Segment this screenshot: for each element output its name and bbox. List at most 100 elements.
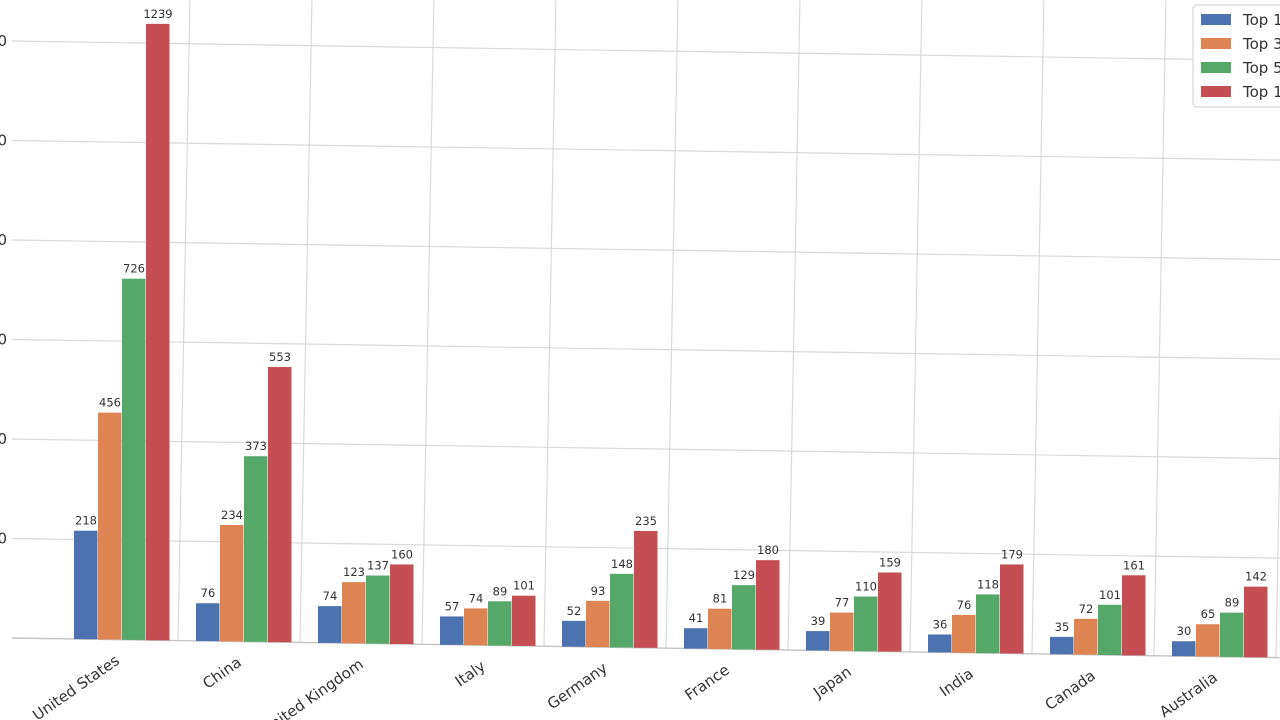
bar [1050, 636, 1074, 655]
data-label: 726 [123, 262, 145, 276]
bar [830, 612, 854, 651]
bar [244, 456, 268, 642]
bar [98, 412, 122, 640]
x-tick-label: India [936, 665, 976, 701]
data-label: 118 [977, 577, 999, 591]
legend-swatch [1201, 62, 1231, 73]
legend-label: Top 10 [1242, 83, 1280, 101]
data-label: 129 [733, 568, 755, 582]
bars [74, 23, 1268, 658]
y-tick-label: 1200 [0, 32, 7, 50]
data-label: 148 [611, 557, 633, 571]
data-label: 30 [1177, 624, 1192, 638]
data-label: 89 [1225, 596, 1240, 610]
legend-label: Top 1 [1242, 11, 1280, 29]
x-tick-label: China [199, 653, 244, 692]
legend: Top 1 Top 3 Top 5 Top 10 [1192, 4, 1280, 108]
bar [1220, 612, 1244, 657]
x-tick-label: Australia [1156, 668, 1221, 720]
data-label: 89 [493, 584, 508, 598]
x-tick-label: Germany [544, 659, 611, 713]
data-label: 52 [567, 604, 582, 618]
bar [976, 594, 1000, 654]
data-label: 234 [221, 508, 243, 522]
bar [878, 572, 902, 652]
bar [464, 608, 488, 646]
legend-label: Top 5 [1242, 59, 1280, 77]
data-label: 74 [469, 591, 484, 605]
data-label: 456 [99, 396, 121, 410]
x-tick-label: France [682, 661, 733, 704]
bar [610, 573, 634, 648]
bar [318, 606, 342, 643]
legend-label: Top 3 [1242, 35, 1280, 53]
bar [74, 530, 98, 640]
bar [366, 575, 390, 644]
bar [708, 608, 732, 649]
bar [512, 595, 536, 646]
gridline-v [665, 0, 679, 649]
gridline-v [543, 0, 557, 647]
bar [488, 601, 512, 646]
y-tick-label: 400 [0, 430, 7, 448]
gridline-h [11, 239, 1280, 261]
gridline-v [1275, 403, 1280, 658]
gridline-v [909, 0, 923, 652]
data-label: 41 [689, 611, 704, 625]
y-tick-label: 1000 [0, 132, 7, 150]
x-tick-label: Canada [1042, 666, 1099, 713]
data-label: 39 [811, 614, 826, 628]
data-label: 76 [201, 586, 216, 600]
bar [342, 582, 366, 644]
bar [1244, 586, 1268, 658]
data-label: 160 [391, 547, 413, 561]
x-tick-label: United Kingdom [258, 655, 367, 720]
bar [122, 278, 146, 640]
x-tick-label: Italy [452, 657, 489, 690]
data-label: 110 [855, 580, 877, 594]
bar [1196, 624, 1220, 657]
gridline-v [421, 0, 435, 645]
data-label: 180 [757, 543, 779, 557]
data-label: 101 [1099, 588, 1121, 602]
data-label: 76 [957, 598, 972, 612]
bar [952, 614, 976, 653]
gridline-h [11, 139, 1280, 161]
data-label: 65 [1201, 607, 1216, 621]
data-label: 161 [1123, 558, 1145, 572]
bar [390, 564, 414, 645]
data-label: 36 [933, 617, 948, 631]
gridline-h [11, 338, 1280, 360]
bar [268, 367, 292, 643]
gridline-v [787, 0, 801, 651]
legend-swatch [1201, 14, 1231, 25]
bar [756, 560, 780, 650]
bar [1122, 575, 1146, 656]
bar [220, 524, 244, 642]
data-label: 218 [75, 514, 97, 528]
y-tick-label: 800 [0, 231, 7, 249]
bar [684, 628, 708, 649]
bar [146, 23, 170, 641]
bar [1074, 618, 1098, 655]
gridline-h [11, 438, 1280, 460]
bar [196, 603, 220, 642]
bar [928, 634, 952, 653]
gridline-v [1153, 0, 1167, 656]
data-label: 74 [323, 589, 338, 603]
data-label: 77 [835, 596, 850, 610]
y-tick-label: 600 [0, 331, 7, 349]
gridline-v [177, 0, 191, 641]
legend-swatch [1201, 86, 1231, 97]
gridline-h [11, 40, 1280, 62]
grid [11, 0, 1280, 658]
data-label: 81 [713, 592, 728, 606]
data-label: 159 [879, 556, 901, 570]
bar [732, 585, 756, 650]
data-label: 72 [1079, 602, 1094, 616]
data-label: 57 [445, 599, 460, 613]
data-label: 123 [343, 565, 365, 579]
bar [806, 631, 830, 651]
